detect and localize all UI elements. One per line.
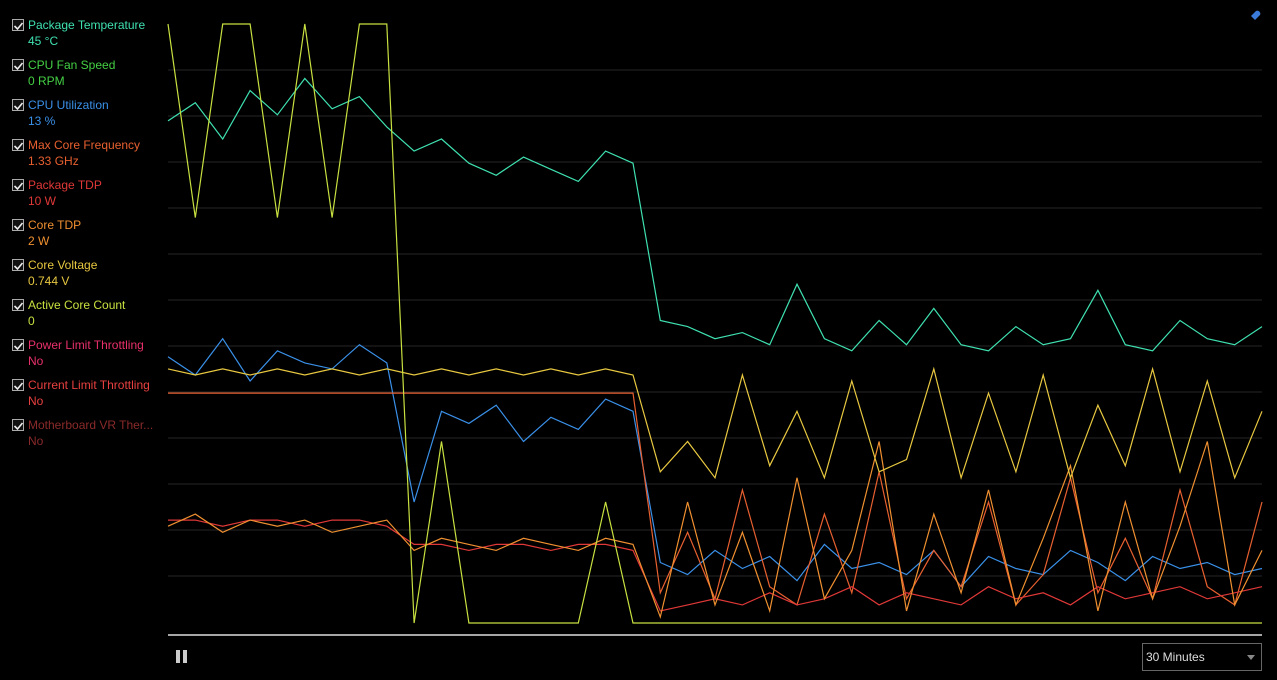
sensor-name: Power Limit Throttling — [28, 338, 144, 352]
grid — [168, 69, 1262, 577]
sensor-reading: 1.33 GHz — [28, 154, 79, 168]
checkmark — [13, 262, 24, 271]
legend-item[interactable]: Power Limit Throttling No — [12, 338, 144, 368]
series-line — [167, 441, 1263, 620]
sensor-name: Max Core Frequency — [28, 138, 140, 152]
legend-item[interactable]: Current Limit Throttling No — [12, 378, 150, 408]
checkbox — [12, 379, 24, 391]
checkmark — [13, 302, 24, 311]
series-line — [167, 23, 1262, 624]
checkmark — [13, 182, 24, 191]
timespan-dropdown[interactable]: 30 Minutes — [1142, 643, 1262, 671]
sensor-name: CPU Fan Speed — [28, 58, 115, 72]
sensor-name: Core Voltage — [28, 258, 98, 272]
legend-item[interactable]: CPU Fan Speed 0 RPM — [12, 58, 116, 88]
legend-item[interactable]: Max Core Frequency 1.33 GHz — [12, 138, 141, 168]
legend-item[interactable]: CPU Utilization 13 % — [12, 98, 109, 128]
checkbox — [12, 59, 24, 71]
checkmark — [13, 422, 24, 431]
checkmark — [13, 102, 24, 111]
sensor-reading: 13 % — [28, 114, 56, 128]
checkbox — [12, 99, 24, 111]
sensor-name: Current Limit Throttling — [28, 378, 150, 392]
checkmark — [13, 142, 24, 151]
sensor-reading: 0.744 V — [28, 274, 69, 288]
sensor-reading: 2 W — [28, 234, 50, 248]
checkmark — [13, 382, 24, 391]
checkbox — [12, 419, 24, 431]
timespan-label: 30 Minutes — [1146, 650, 1205, 664]
checkbox — [12, 259, 24, 271]
checkbox — [12, 139, 24, 151]
sensor-reading: 0 RPM — [28, 74, 65, 88]
series-line — [168, 392, 1263, 607]
series-line — [168, 519, 1263, 612]
legend-item[interactable]: Package Temperature 45 °C — [12, 18, 146, 48]
plot — [167, 23, 1263, 624]
checkbox — [12, 299, 24, 311]
legend: Package Temperature 45 °C CPU Fan Speed 0 R… — [12, 18, 154, 448]
settings-icon[interactable] — [1251, 10, 1261, 20]
sensor-reading: No — [28, 394, 44, 408]
series-line — [167, 77, 1263, 352]
checkbox — [12, 179, 24, 191]
legend-item[interactable]: Motherboard VR Ther... No — [12, 418, 154, 448]
checkmark — [13, 22, 24, 31]
sensor-reading: 45 °C — [28, 34, 58, 48]
legend-item[interactable]: Active Core Count 0 — [12, 298, 127, 328]
sensor-reading: No — [28, 354, 44, 368]
checkbox — [12, 339, 24, 351]
sensor-reading: 0 — [28, 314, 35, 328]
sensor-name: CPU Utilization — [28, 98, 109, 112]
legend-item[interactable]: Package TDP 10 W — [12, 178, 102, 208]
sensor-name: Active Core Count — [28, 298, 126, 312]
series-line — [167, 366, 1263, 480]
sensor-name: Core TDP — [28, 218, 81, 232]
checkmark — [13, 222, 24, 231]
sensor-name: Package Temperature — [28, 18, 146, 32]
sensor-reading: No — [28, 434, 44, 448]
sensor-name: Motherboard VR Ther... — [28, 418, 153, 432]
checkbox — [12, 219, 24, 231]
sensor-reading: 10 W — [28, 194, 57, 208]
checkmark — [13, 342, 24, 351]
checkmark — [13, 62, 24, 71]
checkbox — [12, 19, 24, 31]
legend-item[interactable]: Core Voltage 0.744 V — [12, 258, 98, 288]
series-line — [167, 337, 1263, 588]
sensor-name: Package TDP — [28, 178, 102, 192]
legend-item[interactable]: Core TDP 2 W — [12, 218, 82, 248]
pause-button[interactable] — [176, 650, 187, 663]
